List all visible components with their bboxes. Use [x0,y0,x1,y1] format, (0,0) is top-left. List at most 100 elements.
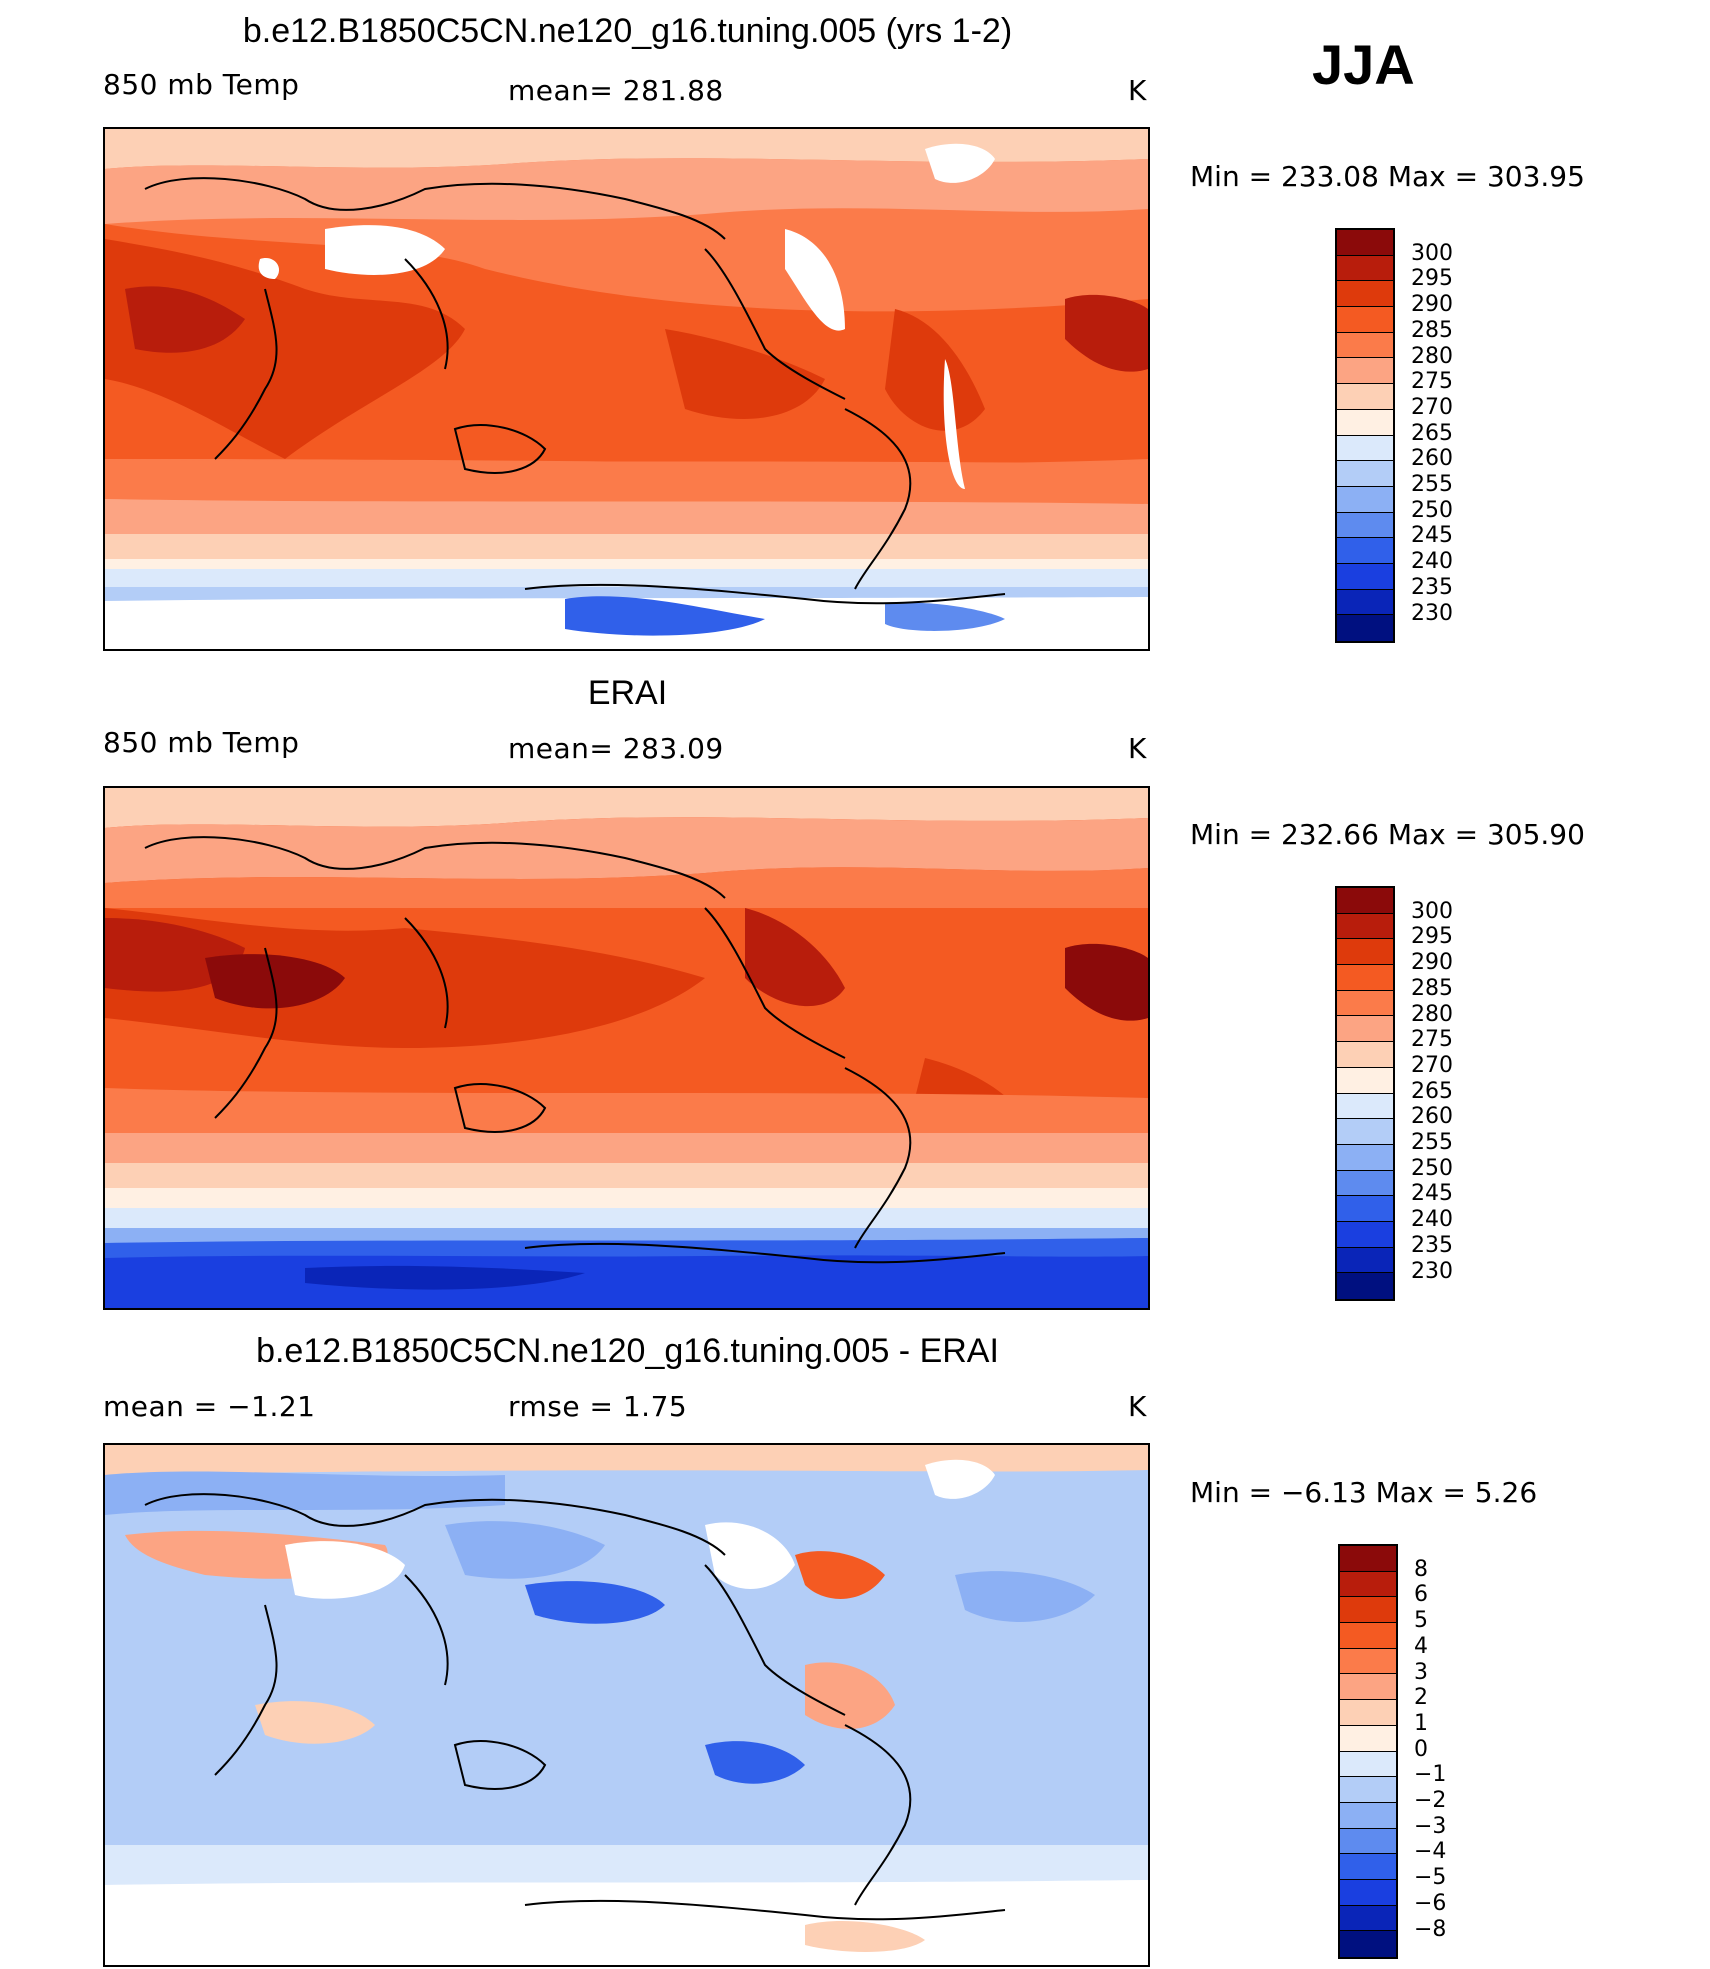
panel-1-minmax: Min = 233.08 Max = 303.95 [1190,160,1585,193]
colorbar-swatch [1340,1879,1396,1906]
panel-3-title: b.e12.B1850C5CN.ne120_g16.tuning.005 - E… [256,1332,999,1370]
colorbar-tick-label: 275 [1411,1027,1453,1053]
colorbar-swatch [1337,563,1393,590]
colorbar-tick-label: 260 [1411,1104,1453,1130]
colorbar-swatch [1337,384,1393,410]
colorbar-tick-label: −8 [1414,1916,1447,1942]
colorbar-tick-label: −6 [1414,1890,1447,1916]
panel-2-colorbar-swatches [1335,886,1395,1301]
panel-1-colorbar-swatches [1335,228,1395,643]
colorbar-swatch [1337,486,1393,513]
colorbar-tick-label: 275 [1411,369,1453,395]
colorbar-tick-label: 230 [1411,600,1453,626]
colorbar-swatch [1337,1144,1393,1171]
panel-2-map-plot [105,788,1148,1308]
colorbar-tick-label: −1 [1414,1762,1447,1788]
colorbar-swatch [1340,1571,1396,1598]
panel-2-units: K [1128,732,1147,765]
colorbar-swatch [1337,461,1393,487]
panel-2-left-label: 850 mb Temp [103,726,300,759]
panel-3-minmax: Min = −6.13 Max = 5.26 [1190,1476,1538,1509]
panel-2-minmax: Min = 232.66 Max = 305.90 [1190,818,1585,851]
panel-1-units: K [1128,74,1147,107]
colorbar-tick-label: 255 [1411,1130,1453,1155]
colorbar-tick-label: 285 [1411,975,1453,1001]
colorbar-swatch [1337,281,1393,308]
colorbar-tick-label: −5 [1414,1865,1447,1891]
panel-2-title: ERAI [587,674,668,712]
colorbar-tick-label: 280 [1411,1001,1453,1027]
colorbar-tick-label: 240 [1411,1207,1453,1233]
colorbar-tick-label: 250 [1411,497,1453,523]
colorbar-swatch [1337,512,1393,539]
colorbar-tick-label: 285 [1411,317,1453,343]
colorbar-swatch [1337,913,1393,940]
colorbar-tick-label: 235 [1411,1232,1453,1258]
colorbar-swatch [1340,1674,1396,1701]
colorbar-tick-label: 8 [1414,1556,1428,1582]
panel-1-title: b.e12.B1850C5CN.ne120_g16.tuning.005 (yr… [242,12,1013,50]
colorbar-swatch [1337,939,1393,966]
colorbar-swatch [1340,1700,1396,1726]
colorbar-swatch [1340,1905,1396,1932]
colorbar-tick-label: 245 [1411,1181,1453,1207]
colorbar-tick-label: −3 [1414,1813,1447,1839]
panel-2-map [103,786,1150,1310]
colorbar-swatch [1337,230,1393,256]
colorbar-swatch [1337,589,1393,616]
colorbar-tick-label: 230 [1411,1258,1453,1284]
colorbar-tick-label: 265 [1411,420,1453,446]
colorbar-tick-label: 300 [1411,240,1453,266]
colorbar-swatch [1337,990,1393,1017]
colorbar-swatch [1337,1273,1393,1299]
colorbar-swatch [1337,1042,1393,1068]
colorbar-swatch [1337,1016,1393,1043]
colorbar-swatch [1337,332,1393,359]
colorbar-tick-label: 290 [1411,950,1453,976]
colorbar-swatch [1340,1802,1396,1829]
colorbar-swatch [1337,888,1393,914]
colorbar-tick-label: 265 [1411,1078,1453,1104]
colorbar-tick-label: 300 [1411,898,1453,924]
colorbar-swatch [1337,255,1393,282]
colorbar-swatch [1340,1546,1396,1572]
colorbar-tick-label: 235 [1411,574,1453,600]
panel-1-map-plot [105,129,1148,649]
colorbar-tick-label: 1 [1414,1710,1428,1736]
colorbar-tick-label: 250 [1411,1155,1453,1181]
colorbar-swatch [1340,1777,1396,1803]
colorbar-swatch [1340,1854,1396,1880]
colorbar-swatch [1340,1931,1396,1957]
colorbar-swatch [1337,538,1393,564]
colorbar-tick-label: 2 [1414,1685,1428,1711]
colorbar-swatch [1337,1093,1393,1120]
colorbar-tick-label: 240 [1411,549,1453,575]
colorbar-tick-label: 255 [1411,472,1453,497]
colorbar-tick-label: 6 [1414,1582,1428,1608]
colorbar-tick-label: 295 [1411,924,1453,950]
colorbar-swatch [1337,1196,1393,1222]
colorbar-tick-label: 0 [1414,1736,1428,1762]
colorbar-swatch [1337,409,1393,436]
colorbar-swatch [1340,1828,1396,1855]
panel-3-colorbar-swatches [1338,1544,1398,1959]
colorbar-swatch [1337,435,1393,462]
colorbar-swatch [1337,1119,1393,1145]
colorbar-tick-label: 5 [1414,1608,1428,1634]
colorbar-swatch [1340,1725,1396,1752]
colorbar-swatch [1337,307,1393,333]
colorbar-swatch [1337,1221,1393,1248]
panel-3-map [103,1443,1150,1967]
colorbar-swatch [1337,965,1393,991]
colorbar-swatch [1340,1623,1396,1649]
panel-2-mean-label: mean= 283.09 [508,732,724,765]
colorbar-tick-label: 280 [1411,343,1453,369]
season-label: JJA [1312,33,1415,96]
panel-1-map [103,127,1150,651]
colorbar-tick-label: 3 [1414,1659,1428,1685]
colorbar-tick-label: −4 [1414,1839,1447,1865]
colorbar-swatch [1337,358,1393,385]
colorbar-swatch [1337,615,1393,641]
colorbar-tick-label: 270 [1411,1052,1453,1078]
colorbar-tick-label: 4 [1414,1633,1428,1659]
